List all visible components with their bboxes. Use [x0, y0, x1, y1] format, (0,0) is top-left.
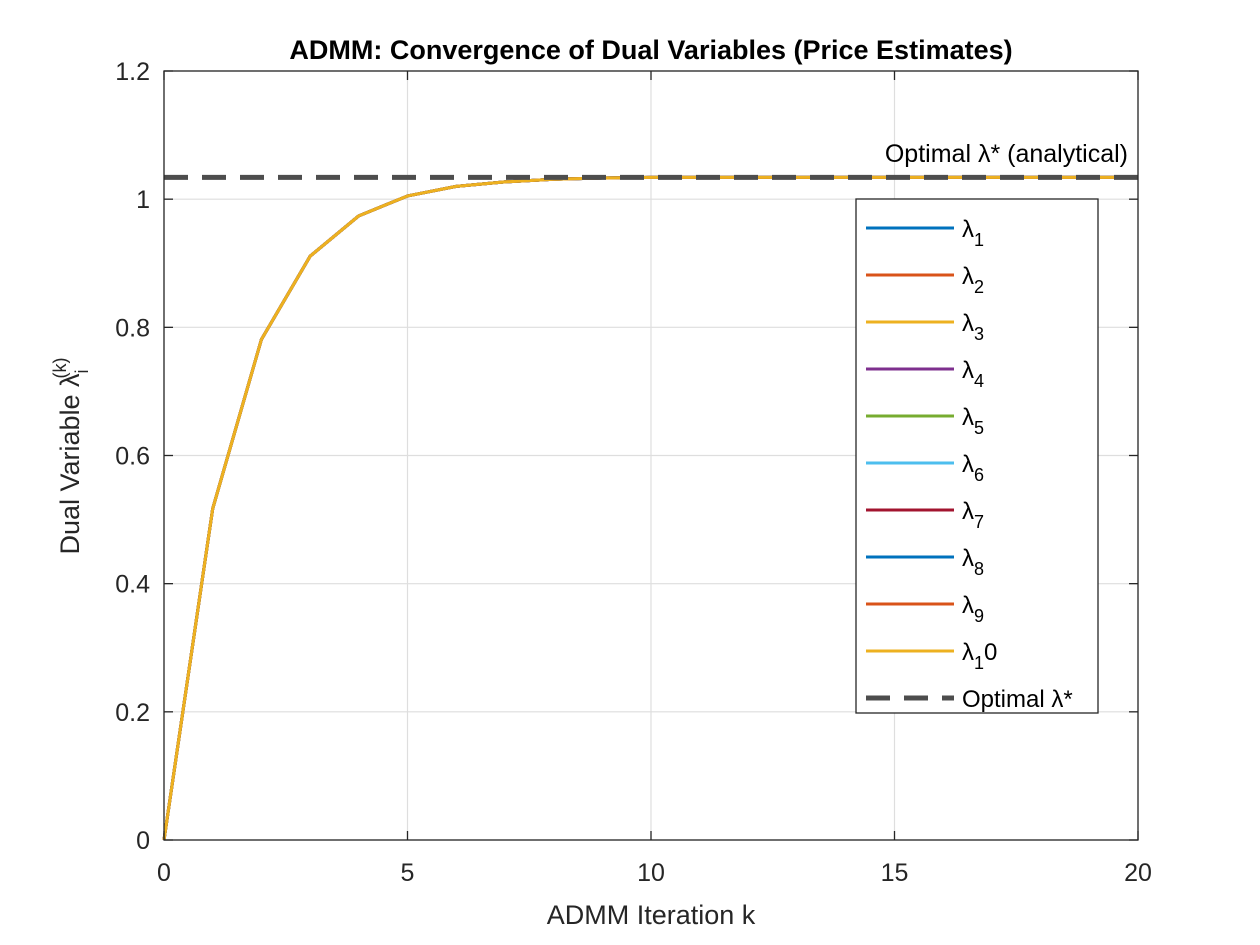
- y-axis-label-symbol: λ: [55, 373, 85, 387]
- legend-items: λ1 λ2 λ3 λ4 λ5 λ6 λ7 λ8 λ9 λ10 Optimal λ*: [866, 216, 1073, 713]
- legend-label: λ4: [962, 357, 984, 391]
- y-tick-labels: 0 0.2 0.4 0.6 0.8 1 1.2: [115, 58, 150, 855]
- legend-entry-1: λ1: [866, 216, 984, 250]
- x-tick-label: 20: [1124, 859, 1152, 887]
- legend-label: λ9: [962, 592, 984, 626]
- legend-label: λ1: [962, 216, 984, 250]
- y-axis-label-subscript: i: [72, 369, 92, 373]
- legend: λ1 λ2 λ3 λ4 λ5 λ6 λ7 λ8 λ9 λ10 Optimal λ*: [855, 198, 1099, 714]
- legend-label: λ3: [962, 310, 984, 344]
- chart-title: ADMM: Convergence of Dual Variables (Pri…: [289, 35, 1012, 65]
- y-tick-label: 0.2: [115, 699, 150, 727]
- y-tick-label: 0.4: [115, 571, 150, 599]
- x-tick-labels: 0 5 10 15 20: [157, 859, 1152, 887]
- legend-label: λ10: [962, 639, 997, 673]
- x-tick-label: 0: [157, 859, 171, 887]
- x-axis-label: ADMM Iteration k: [547, 900, 756, 930]
- axis-ticks: [163, 70, 1139, 841]
- legend-label: λ6: [962, 451, 984, 485]
- y-axis-label-superscript: (k): [50, 357, 70, 378]
- y-tick-label: 1: [136, 186, 150, 214]
- y-tick-label: 0.8: [115, 314, 150, 342]
- y-axis-label: Dual Variable λi(k): [50, 357, 92, 554]
- legend-label-optimal: Optimal λ*: [962, 686, 1073, 713]
- legend-entry-9: λ9: [866, 592, 984, 626]
- legend-label: λ2: [962, 263, 984, 297]
- legend-entry-3: λ3: [866, 310, 984, 344]
- legend-entry-10: λ10: [866, 639, 997, 673]
- x-tick-label: 15: [881, 859, 909, 887]
- x-tick-label: 5: [401, 859, 415, 887]
- legend-box: [855, 198, 1099, 714]
- legend-entry-optimal: Optimal λ*: [866, 686, 1073, 713]
- optimal-lambda-annotation: Optimal λ* (analytical): [885, 140, 1128, 168]
- legend-label: λ7: [962, 498, 984, 532]
- legend-entry-2: λ2: [866, 263, 984, 297]
- legend-entry-6: λ6: [866, 451, 984, 485]
- legend-entry-4: λ4: [866, 357, 984, 391]
- legend-label: λ5: [962, 404, 984, 438]
- legend-entry-5: λ5: [866, 404, 984, 438]
- y-axis-label-main: Dual Variable: [55, 387, 85, 555]
- x-tick-label: 10: [637, 859, 665, 887]
- legend-entry-7: λ7: [866, 498, 984, 532]
- y-tick-label: 1.2: [115, 58, 150, 86]
- legend-entry-8: λ8: [866, 545, 984, 579]
- legend-label: λ8: [962, 545, 984, 579]
- y-axis-label-text: Dual Variable λi(k): [50, 357, 92, 554]
- y-tick-label: 0.6: [115, 443, 150, 471]
- y-tick-label: 0: [136, 827, 150, 855]
